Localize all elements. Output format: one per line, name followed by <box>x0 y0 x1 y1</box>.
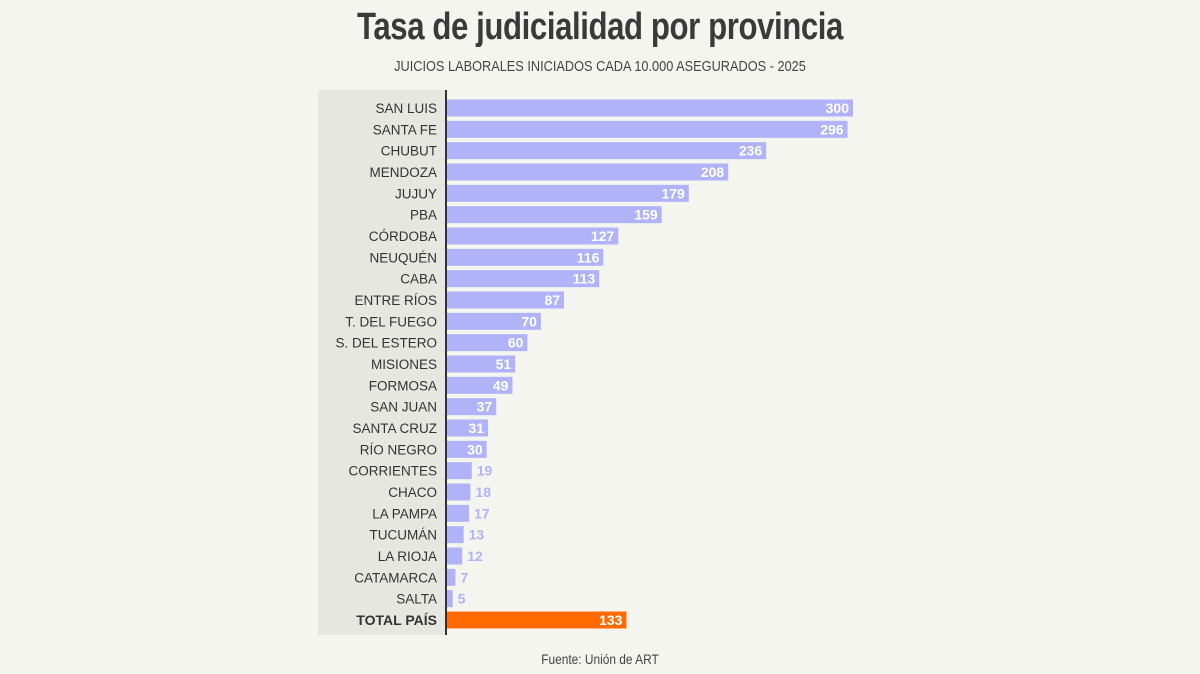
category-label: S. DEL ESTERO <box>335 336 437 351</box>
value-label: 49 <box>493 377 509 393</box>
source-note: Fuente: Unión de ART <box>541 651 659 667</box>
value-label: 87 <box>544 292 560 308</box>
value-label: 236 <box>739 143 763 159</box>
bar <box>446 206 662 224</box>
value-label: 127 <box>591 228 615 244</box>
bar <box>446 312 541 330</box>
bar <box>446 142 767 160</box>
category-label: RÍO NEGRO <box>360 442 437 457</box>
chart-title: Tasa de judicialidad por provincia <box>357 6 843 48</box>
bar <box>446 419 489 437</box>
category-label: MENDOZA <box>370 165 438 180</box>
category-label: CHUBUT <box>381 144 437 159</box>
category-label: SANTA CRUZ <box>352 421 437 436</box>
value-label: 159 <box>634 207 658 223</box>
category-label: PBA <box>410 208 437 223</box>
category-label: SALTA <box>396 592 437 607</box>
label-panel <box>318 90 445 635</box>
category-label: SAN LUIS <box>375 101 437 116</box>
value-label: 12 <box>467 548 483 564</box>
bar <box>446 334 528 352</box>
bar <box>446 291 565 309</box>
bar <box>446 163 729 181</box>
bar <box>446 568 456 586</box>
bar <box>446 99 853 117</box>
category-label: LA RIOJA <box>378 549 437 564</box>
value-label: 116 <box>577 249 600 265</box>
category-label: TOTAL PAÍS <box>356 612 437 628</box>
category-label: FORMOSA <box>369 378 437 393</box>
bar <box>446 184 689 202</box>
category-label: CORRIENTES <box>348 464 437 479</box>
category-label: ENTRE RÍOS <box>354 293 437 308</box>
category-label: TUCUMÁN <box>370 528 438 543</box>
category-label: CABA <box>400 272 437 287</box>
bar <box>446 227 619 245</box>
category-label: JUJUY <box>395 186 437 201</box>
category-label: NEUQUÉN <box>369 250 437 265</box>
bar <box>446 590 453 608</box>
value-label: 179 <box>661 185 685 201</box>
chart-subtitle: JUICIOS LABORALES INICIADOS CADA 10.000 … <box>394 58 806 75</box>
value-label: 70 <box>521 313 537 329</box>
category-label: CHACO <box>388 485 437 500</box>
bar <box>446 611 627 629</box>
bar <box>446 462 472 480</box>
value-label: 18 <box>475 484 491 500</box>
bar <box>446 504 470 522</box>
value-label: 17 <box>474 505 490 521</box>
bar <box>446 398 497 416</box>
value-label: 31 <box>468 420 484 436</box>
category-label: MISIONES <box>371 357 437 372</box>
value-label: 51 <box>496 356 512 372</box>
value-label: 13 <box>469 527 485 543</box>
value-label: 208 <box>701 164 725 180</box>
value-label: 5 <box>458 591 466 607</box>
bar <box>446 547 463 565</box>
y-axis-line <box>445 90 447 635</box>
category-label: SANTA FE <box>373 122 437 137</box>
bar <box>446 120 848 138</box>
category-label: CÓRDOBA <box>369 229 437 244</box>
value-label: 296 <box>820 121 844 137</box>
value-label: 113 <box>573 271 596 287</box>
bar <box>446 483 471 501</box>
bar <box>446 526 464 544</box>
value-label: 30 <box>467 441 483 457</box>
bar <box>446 440 487 458</box>
value-label: 133 <box>599 612 623 628</box>
bar <box>446 376 513 394</box>
value-label: 7 <box>460 569 468 585</box>
value-label: 60 <box>508 335 524 351</box>
bar <box>446 355 516 373</box>
bar <box>446 270 600 288</box>
category-label: LA PAMPA <box>372 506 437 521</box>
value-label: 19 <box>477 463 493 479</box>
category-label: CATAMARCA <box>354 570 437 585</box>
bar <box>446 248 604 266</box>
value-label: 300 <box>826 100 850 116</box>
value-label: 37 <box>477 399 493 415</box>
category-label: SAN JUAN <box>370 400 437 415</box>
category-label: T. DEL FUEGO <box>345 314 437 329</box>
